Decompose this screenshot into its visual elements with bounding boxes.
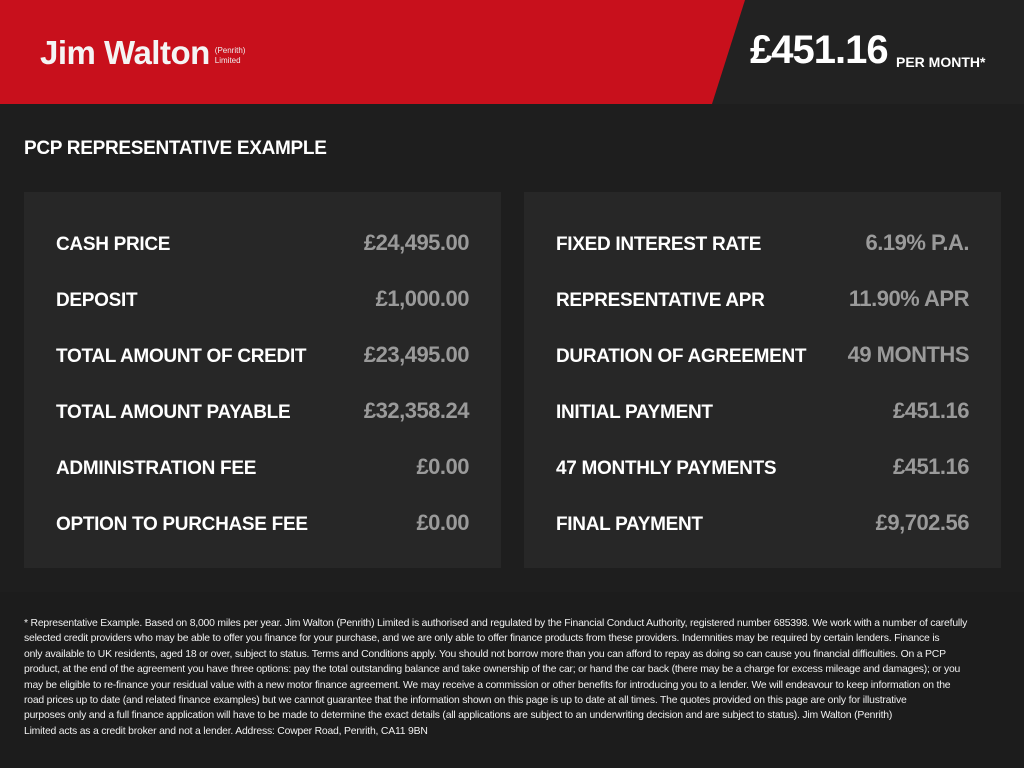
finance-label: TOTAL AMOUNT OF CREDIT bbox=[56, 346, 307, 367]
finance-row: TOTAL AMOUNT PAYABLE £32,358.24 bbox=[56, 388, 470, 444]
finance-row: DEPOSIT £1,000.00 bbox=[56, 276, 470, 332]
finance-label: DEPOSIT bbox=[56, 290, 138, 311]
finance-value: 11.90% APR bbox=[848, 286, 970, 311]
finance-label: TOTAL AMOUNT PAYABLE bbox=[56, 402, 291, 423]
disclaimer-line: may be eligible to re-finance your resid… bbox=[24, 679, 951, 691]
finance-value: £9,702.56 bbox=[875, 510, 970, 535]
brand-banner bbox=[0, 0, 745, 104]
monthly-price: £451.16 bbox=[750, 28, 889, 72]
per-month-label: PER MONTH* bbox=[896, 54, 986, 70]
finance-value: £1,000.00 bbox=[375, 286, 470, 311]
disclaimer-line: purposes only and a full finance applica… bbox=[24, 710, 893, 722]
finance-row: CASH PRICE £24,495.00 bbox=[56, 220, 470, 276]
finance-value: 49 MONTHS bbox=[847, 342, 970, 367]
finance-label: OPTION TO PURCHASE FEE bbox=[56, 514, 308, 535]
disclaimer-line: selected credit providers who may be abl… bbox=[24, 633, 940, 645]
finance-row: FINAL PAYMENT £9,702.56 bbox=[556, 500, 970, 556]
finance-label: DURATION OF AGREEMENT bbox=[556, 346, 807, 367]
finance-row: REPRESENTATIVE APR 11.90% APR bbox=[556, 276, 970, 332]
finance-value: 6.19% P.A. bbox=[865, 230, 970, 255]
finance-value: £0.00 bbox=[416, 454, 469, 479]
finance-label: ADMINISTRATION FEE bbox=[56, 458, 257, 479]
disclaimer-line: only available to UK residents, aged 18 … bbox=[24, 648, 946, 660]
finance-label: CASH PRICE bbox=[56, 234, 171, 255]
finance-value: £0.00 bbox=[416, 510, 469, 535]
header: Jim Walton (Penrith) Limited £451.16 PER … bbox=[0, 0, 1024, 104]
finance-row: OPTION TO PURCHASE FEE £0.00 bbox=[56, 500, 469, 556]
disclaimer-line: Limited acts as a credit broker and not … bbox=[24, 725, 428, 737]
logo-text: Jim Walton bbox=[40, 34, 210, 71]
disclaimer-line: * Representative Example. Based on 8,000… bbox=[24, 618, 968, 629]
finance-row: TOTAL AMOUNT OF CREDIT £23,495.00 bbox=[56, 332, 470, 388]
finance-value: £451.16 bbox=[892, 454, 970, 479]
finance-value: £23,495.00 bbox=[363, 342, 470, 367]
finance-panel-left: CASH PRICE £24,495.00 DEPOSIT £1,000.00 TOTA… bbox=[24, 192, 501, 568]
logo[interactable]: Jim Walton (Penrith) Limited bbox=[40, 34, 245, 72]
finance-value: £451.16 bbox=[892, 398, 970, 423]
logo-sub-1: (Penrith) bbox=[214, 46, 246, 55]
logo-sub-2: Limited bbox=[214, 56, 241, 65]
page-title: PCP REPRESENTATIVE EXAMPLE bbox=[24, 138, 327, 159]
disclaimer-line: road prices up to date (and related fina… bbox=[24, 695, 907, 707]
finance-row: INITIAL PAYMENT £451.16 bbox=[556, 388, 970, 444]
finance-row: 47 MONTHLY PAYMENTS £451.16 bbox=[556, 444, 970, 500]
finance-label: 47 MONTHLY PAYMENTS bbox=[556, 458, 777, 479]
disclaimer-line: product, at the end of the agreement you… bbox=[24, 664, 961, 676]
finance-row: ADMINISTRATION FEE £0.00 bbox=[56, 444, 469, 500]
finance-label: INITIAL PAYMENT bbox=[556, 402, 713, 423]
finance-label: REPRESENTATIVE APR bbox=[556, 290, 765, 311]
logo-subtext: (Penrith) Limited bbox=[215, 46, 246, 66]
finance-value: £32,358.24 bbox=[363, 398, 470, 423]
disclaimer: * Representative Example. Based on 8,000… bbox=[0, 592, 1024, 768]
finance-label: FIXED INTEREST RATE bbox=[556, 234, 762, 255]
finance-panel-right: FIXED INTEREST RATE 6.19% P.A. REPRESENTAT… bbox=[524, 192, 1001, 568]
finance-row: FIXED INTEREST RATE 6.19% P.A. bbox=[556, 220, 970, 276]
finance-value: £24,495.00 bbox=[363, 230, 470, 255]
finance-label: FINAL PAYMENT bbox=[556, 514, 703, 535]
finance-row: DURATION OF AGREEMENT 49 MONTHS bbox=[556, 332, 970, 388]
